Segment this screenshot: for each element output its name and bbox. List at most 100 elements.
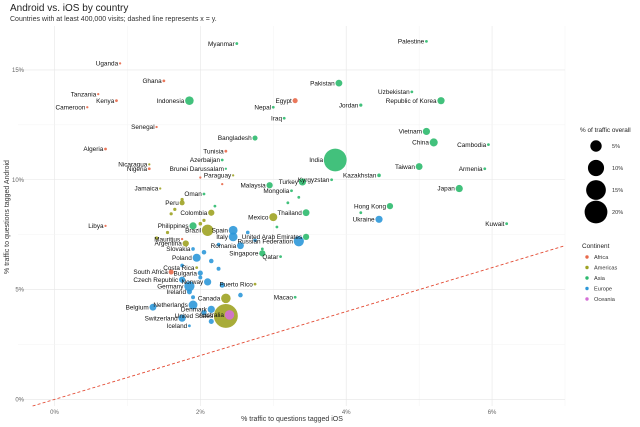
point-label: Algeria xyxy=(83,146,103,153)
point-label: Taiwan xyxy=(395,164,415,171)
point-iceland xyxy=(187,324,191,328)
point-unlabeled xyxy=(208,318,214,324)
point-pakistan xyxy=(335,79,343,87)
point-label: Italy xyxy=(216,234,229,241)
point-turkey xyxy=(298,178,307,186)
point-label: Iceland xyxy=(167,323,188,330)
size-legend: % of traffic overall 5% 10% 15% 20% xyxy=(580,127,631,224)
point-palestine xyxy=(425,39,428,43)
point-label: Iraq xyxy=(271,115,282,122)
point-label: Denmark xyxy=(181,307,208,314)
point-china xyxy=(429,138,438,147)
point-unlabeled xyxy=(180,263,184,268)
point-label: Bulgaria xyxy=(174,270,198,277)
point-unlabeled xyxy=(219,282,225,288)
point-unlabeled xyxy=(221,183,224,186)
point-label: Mexico xyxy=(248,214,269,221)
color-legend-label: Asia xyxy=(594,276,606,282)
point-tunisia xyxy=(224,149,228,153)
point-philippines xyxy=(189,222,197,230)
point-label: Nigeria xyxy=(127,166,148,173)
point-label: Jamaica xyxy=(134,186,158,193)
point-poland xyxy=(192,253,201,262)
reference-line xyxy=(32,245,566,407)
color-legend-title: Continent xyxy=(582,243,610,250)
point-costa-rica xyxy=(195,266,199,270)
point-label: Kenya xyxy=(96,98,115,105)
point-unlabeled xyxy=(245,230,250,235)
point-unlabeled xyxy=(202,218,206,223)
point-unlabeled xyxy=(216,242,221,247)
point-brunei-darussalam xyxy=(224,167,228,170)
point-label: Belgium xyxy=(126,304,149,311)
point-iraq xyxy=(282,116,286,120)
point-label: Philippines xyxy=(158,223,189,230)
point-russian-federation xyxy=(293,236,304,247)
axis-ticks: 0% 2% 4% 6% 0% 5% 10% 15% xyxy=(12,68,497,416)
point-label: Vietnam xyxy=(399,129,422,136)
point-label: Oman xyxy=(184,191,202,198)
point-unlabeled xyxy=(198,275,203,280)
point-unlabeled xyxy=(260,247,264,251)
point-oman xyxy=(202,192,206,196)
point-label: Jordan xyxy=(339,102,359,109)
point-senegal xyxy=(155,125,158,129)
size-legend-label: 10% xyxy=(612,166,623,172)
point-labels: Palestine Myanmar Uganda Ghana Pakistan Uzbek… xyxy=(56,39,505,330)
point-italy xyxy=(228,232,238,242)
point-label: Germany xyxy=(157,283,184,290)
color-legend-label: Europe xyxy=(594,287,612,293)
point-label: Armenia xyxy=(459,166,483,173)
chart-subtitle: Countries with at least 400,000 visits; … xyxy=(10,16,217,23)
point-unlabeled xyxy=(286,201,290,205)
point-label: Paraguay xyxy=(204,173,232,180)
point-label: Japan xyxy=(437,186,455,193)
point-unlabeled xyxy=(216,266,221,271)
point-label: Hong Kong xyxy=(354,203,386,210)
grid xyxy=(18,26,566,406)
point-vietnam xyxy=(422,127,431,136)
point-unlabeled xyxy=(173,207,177,212)
point-label: Colombia xyxy=(180,210,207,217)
point-norway xyxy=(204,278,212,286)
point-czech-republic xyxy=(178,276,186,283)
point-ireland xyxy=(186,289,192,295)
point-mauritius xyxy=(180,237,184,241)
point-label: Qatar xyxy=(262,254,279,261)
point-bangladesh xyxy=(252,135,258,141)
point-label: Palestine xyxy=(398,39,425,46)
point-label: Pakistan xyxy=(310,80,335,87)
point-qatar xyxy=(279,255,282,259)
point-brazil xyxy=(201,224,214,236)
point-label: Switzerland xyxy=(145,315,178,322)
x-tick-label: 4% xyxy=(342,410,351,416)
point-label: Ukraine xyxy=(353,216,375,223)
point-macao xyxy=(293,295,297,299)
x-tick-label: 0% xyxy=(50,410,59,416)
point-switzerland xyxy=(178,314,186,322)
point-uganda xyxy=(118,62,122,65)
point-kuwait xyxy=(505,222,509,226)
size-legend-circle xyxy=(587,159,605,177)
color-legend-label: Africa xyxy=(594,255,609,261)
point-azerbaijan xyxy=(220,158,224,162)
y-axis-title: % traffic to questions tagged Android xyxy=(4,160,11,274)
x-equals-y-line xyxy=(32,245,566,407)
point-unlabeled xyxy=(198,221,203,226)
point-label: Costa Rica xyxy=(163,265,195,272)
point-argentina xyxy=(182,240,189,247)
point-mongolia xyxy=(290,189,293,193)
point-unlabeled xyxy=(297,195,301,199)
point-unlabeled xyxy=(191,295,196,300)
point-label: Cameroon xyxy=(56,104,86,111)
point-label: Republic of Korea xyxy=(386,98,437,105)
point-label: Czech Republic xyxy=(133,277,179,284)
point-label: Spain xyxy=(212,227,229,234)
y-tick-label: 0% xyxy=(15,397,24,403)
point-label: Azerbaijan xyxy=(190,157,221,164)
point-ghana xyxy=(162,79,166,83)
point-label: Ireland xyxy=(166,289,186,296)
point-label: Argentina xyxy=(154,241,182,248)
point-label: Nicaragua xyxy=(118,162,148,169)
